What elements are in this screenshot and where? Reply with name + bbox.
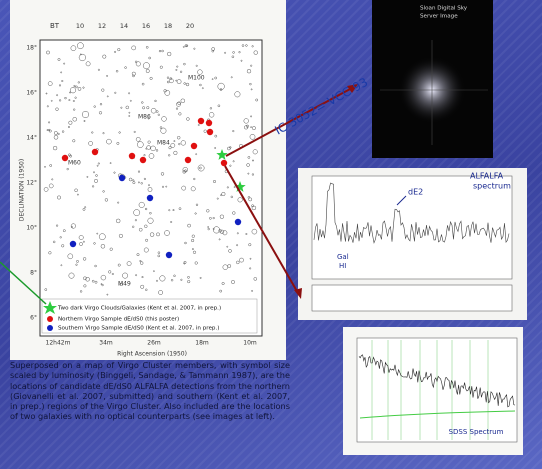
legend-blue-dot (47, 325, 53, 331)
bt-label: BT (50, 22, 60, 30)
north-dot (206, 120, 212, 126)
sdss-spectrum-label: SDSS Spectrum (449, 428, 504, 436)
y-tick-label: 16° (26, 90, 37, 97)
x-tick-label: 34m (99, 340, 113, 347)
north-dot (129, 153, 135, 159)
north-dot (191, 143, 197, 149)
y-tick-label: 18° (26, 45, 37, 52)
bt-tick-label: 14 (120, 22, 128, 30)
legend-item: Two dark Virgo Clouds/Galaxies (Kent et … (57, 306, 221, 312)
galaxy-label: M100 (188, 75, 205, 82)
gal-hi-label: Gal (337, 253, 349, 261)
callout: IC 3052= VCC 93 (272, 75, 370, 138)
north-dot (92, 149, 98, 155)
north-dot (207, 129, 213, 135)
bt-tick-label: 12 (98, 22, 106, 30)
galaxy-label: M84 (157, 140, 170, 147)
gal-hi-label: HI (339, 262, 346, 270)
sdss-image-label: Sloan Digital Sky (420, 6, 468, 12)
legend-item: Northern Virgo Sample dE/dS0 (this poste… (58, 317, 179, 323)
y-tick-label: 10° (26, 225, 37, 232)
bt-tick-label: 20 (186, 22, 194, 30)
caption: Superposed on a map of Virgo Cluster mem… (10, 360, 290, 422)
north-dot (198, 118, 204, 124)
alfalfa-title: ALFALFA (470, 172, 504, 181)
y-axis-label: DECLINATION (1950) (19, 159, 26, 221)
x-tick-label: 18m (195, 340, 209, 347)
alfalfa-title: spectrum (473, 182, 511, 191)
south-dot (235, 219, 241, 225)
map-frame (40, 40, 262, 336)
x-axis-label: Right Ascension (1950) (117, 351, 187, 358)
y-tick-label: 14° (26, 135, 37, 142)
north-dot (185, 157, 191, 163)
y-tick-label: 8° (30, 270, 37, 277)
south-dot (119, 175, 125, 181)
bt-tick-label: 16 (142, 22, 150, 30)
bt-tick-label: 18 (164, 22, 172, 30)
north-dot (140, 157, 146, 163)
de2-label: dE2 (408, 188, 423, 197)
y-tick-label: 6° (30, 315, 37, 322)
alfalfa-subframe (312, 285, 512, 311)
y-tick-label: 12° (26, 180, 37, 187)
galaxy-label: M86 (138, 114, 151, 121)
x-tick-label: 12h42m (46, 340, 71, 347)
x-tick-label: 10m (243, 340, 257, 347)
south-dot (166, 252, 172, 258)
legend-red-dot (47, 316, 53, 322)
poster-panel: BT 10 12 14 16 18 20 18° 16° 14° 12° 10° 8° 6° 12h42m… (0, 0, 542, 469)
north-dot (221, 160, 227, 166)
bt-tick-label: 10 (76, 22, 84, 30)
galaxy-label: M49 (118, 281, 131, 288)
galaxy-label: M60 (68, 160, 81, 167)
south-dot (147, 195, 153, 201)
legend-item: Southern Virgo Sample dE/dS0 (Kent et al… (58, 326, 219, 332)
sdss-image-label: Server Image (420, 14, 458, 20)
south-dot (70, 241, 76, 247)
x-tick-label: 26m (147, 340, 161, 347)
